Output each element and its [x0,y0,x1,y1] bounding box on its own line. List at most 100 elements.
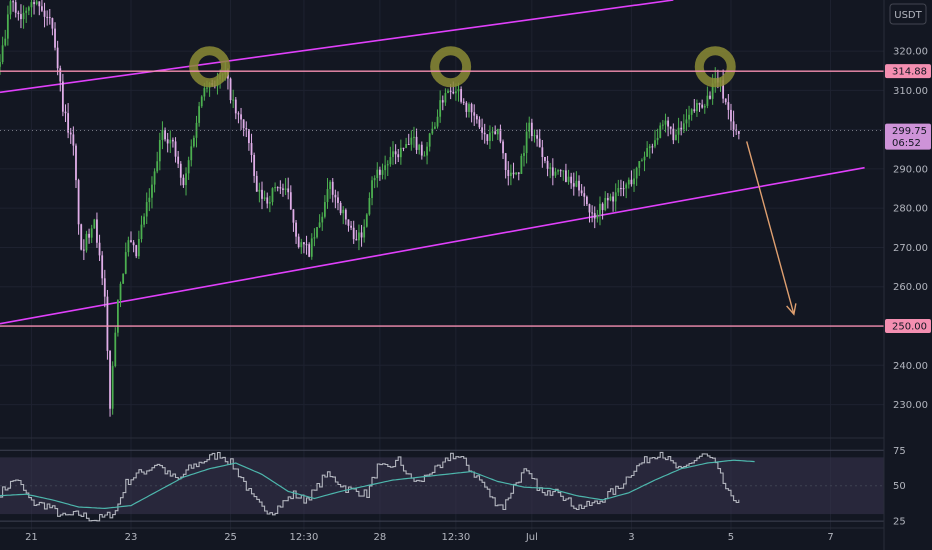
candle [59,65,62,92]
candle-body [436,116,439,127]
candle-body [693,109,696,112]
candle [38,1,41,16]
candle [177,150,180,169]
candle [64,104,67,123]
candle-body [276,187,279,189]
candle [688,105,690,128]
candle [570,172,573,189]
candle [470,102,473,123]
candle-body [376,169,379,179]
candle [444,88,447,106]
candle-body [722,80,725,99]
candle-body [305,244,308,246]
candle-body [612,196,614,202]
candle-body [151,184,153,198]
oscillator-tick-label: 25 [893,517,906,528]
candle-body [253,154,256,176]
candle-body [627,179,630,185]
currency-box[interactable] [889,3,927,25]
candle [130,231,132,243]
resistance-price-label: 314.88 [892,67,927,78]
candle-body [318,222,321,228]
candle-body [48,17,51,19]
candle [111,361,114,415]
candle-body [405,144,407,148]
candle [331,178,334,203]
candle [46,10,49,26]
candle-body [72,134,75,146]
candle [530,118,533,142]
candle [606,193,609,209]
candle-body [544,156,546,161]
candle [258,182,261,203]
candle [347,219,350,232]
candle [75,143,77,189]
candle-body [54,28,56,48]
candle [365,213,368,228]
candle [240,107,242,130]
candle-body [475,115,478,120]
candle [279,180,282,194]
time-axis[interactable]: 21 23 25 12:30 28 12:30 Jul 3 5 7 [0,527,884,543]
candle [313,228,316,247]
candle [1,36,4,65]
candle-body [33,2,35,5]
candle-body [643,156,646,161]
candle-body [667,120,669,127]
candle [612,191,614,212]
candle-body [622,188,625,190]
candle [646,141,649,158]
candle [292,209,295,232]
candle [114,327,117,368]
candle [709,91,711,100]
candle [271,187,274,206]
candle-body [641,160,643,162]
candle [148,188,151,212]
candle [117,299,119,337]
candle [350,220,352,231]
candle [82,239,85,261]
candle-body [17,12,20,15]
price-axis[interactable]: USDT320.00310.00300.00290.00280.00270.00… [883,0,932,550]
candle-body [703,105,706,108]
candle [54,22,56,51]
candle [35,0,38,6]
candle-body [554,171,557,176]
candle [287,177,290,200]
candle [533,129,536,143]
candle [494,125,497,135]
candle [439,90,442,123]
candle-body [441,100,444,103]
candle-body [308,244,311,257]
price-levels [0,70,884,327]
candles [0,0,740,417]
candle [195,115,198,148]
candle-body [502,141,504,154]
candle [242,119,245,137]
candle [93,218,96,229]
candle [593,206,596,229]
candle [300,238,303,254]
candle-body [190,146,193,161]
currency-label[interactable]: USDT [894,10,922,21]
candle-body [449,90,452,92]
candle-body [124,252,127,274]
candle-body [504,153,507,170]
time-tick-label: 7 [827,532,833,543]
channel-upper-line [0,0,674,94]
candle-body [258,189,261,192]
candle [358,224,360,251]
price-tick-label: 290.00 [893,164,928,175]
candle [475,114,478,124]
candle [698,102,701,112]
candle-body [326,189,329,203]
target-price-label-bg [885,319,931,334]
candle [295,220,297,244]
candle [604,191,607,212]
candle-body [331,181,334,195]
candle [17,10,20,21]
top-marker-circle [430,46,472,88]
candle-body [93,219,96,229]
candle-body [242,119,245,129]
